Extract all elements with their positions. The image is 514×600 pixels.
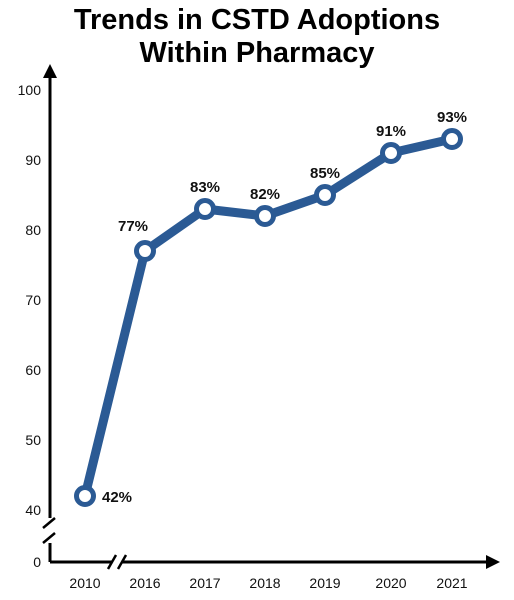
data-point-marker xyxy=(134,240,156,262)
x-axis-break-mark xyxy=(116,554,128,570)
chart-axes xyxy=(42,64,500,570)
y-tick-labels: 0 40 50 60 70 80 90 100 xyxy=(18,82,42,570)
y-axis-break-mark xyxy=(42,532,56,544)
x-axis-break-mark xyxy=(106,554,118,570)
chart-title: Trends in CSTD Adoptions Within Pharmacy xyxy=(0,4,514,70)
chart-title-line-1: Trends in CSTD Adoptions xyxy=(73,4,441,36)
data-point-marker xyxy=(380,142,402,164)
x-tick-label: 2021 xyxy=(436,575,467,591)
x-tick-label: 2019 xyxy=(309,575,340,591)
y-tick-label: 90 xyxy=(25,152,41,168)
chart-title-line-2: Within Pharmacy xyxy=(139,37,375,69)
data-label: 82% xyxy=(250,186,280,203)
data-label: 85% xyxy=(310,165,340,182)
y-tick-label: 60 xyxy=(25,362,41,378)
y-tick-label: 0 xyxy=(33,554,41,570)
x-tick-label: 2020 xyxy=(375,575,406,591)
data-label: 83% xyxy=(190,179,220,196)
y-tick-label: 80 xyxy=(25,222,41,238)
y-tick-label: 40 xyxy=(25,502,41,518)
y-tick-label: 50 xyxy=(25,432,41,448)
y-tick-label: 70 xyxy=(25,292,41,308)
x-axis-arrow xyxy=(486,555,500,569)
data-labels: 42% 77% 83% 82% 85% 91% 93% xyxy=(102,109,467,506)
x-tick-label: 2017 xyxy=(189,575,220,591)
data-point-marker xyxy=(194,198,216,220)
data-label: 42% xyxy=(102,489,132,506)
data-point-marker xyxy=(254,205,276,227)
y-axis-arrow xyxy=(43,64,57,78)
series-line-group xyxy=(74,128,463,507)
data-point-marker xyxy=(441,128,463,150)
x-tick-label: 2010 xyxy=(69,575,100,591)
x-tick-label: 2016 xyxy=(129,575,160,591)
data-label: 93% xyxy=(437,109,467,126)
x-tick-label: 2018 xyxy=(249,575,280,591)
data-label: 91% xyxy=(376,123,406,140)
y-tick-label: 100 xyxy=(18,82,42,98)
data-label: 77% xyxy=(118,218,148,235)
y-axis-break-mark xyxy=(42,517,56,529)
x-tick-labels: 2010 2016 2017 2018 2019 2020 2021 xyxy=(69,575,467,591)
data-point-marker xyxy=(74,485,96,507)
data-point-marker xyxy=(314,184,336,206)
